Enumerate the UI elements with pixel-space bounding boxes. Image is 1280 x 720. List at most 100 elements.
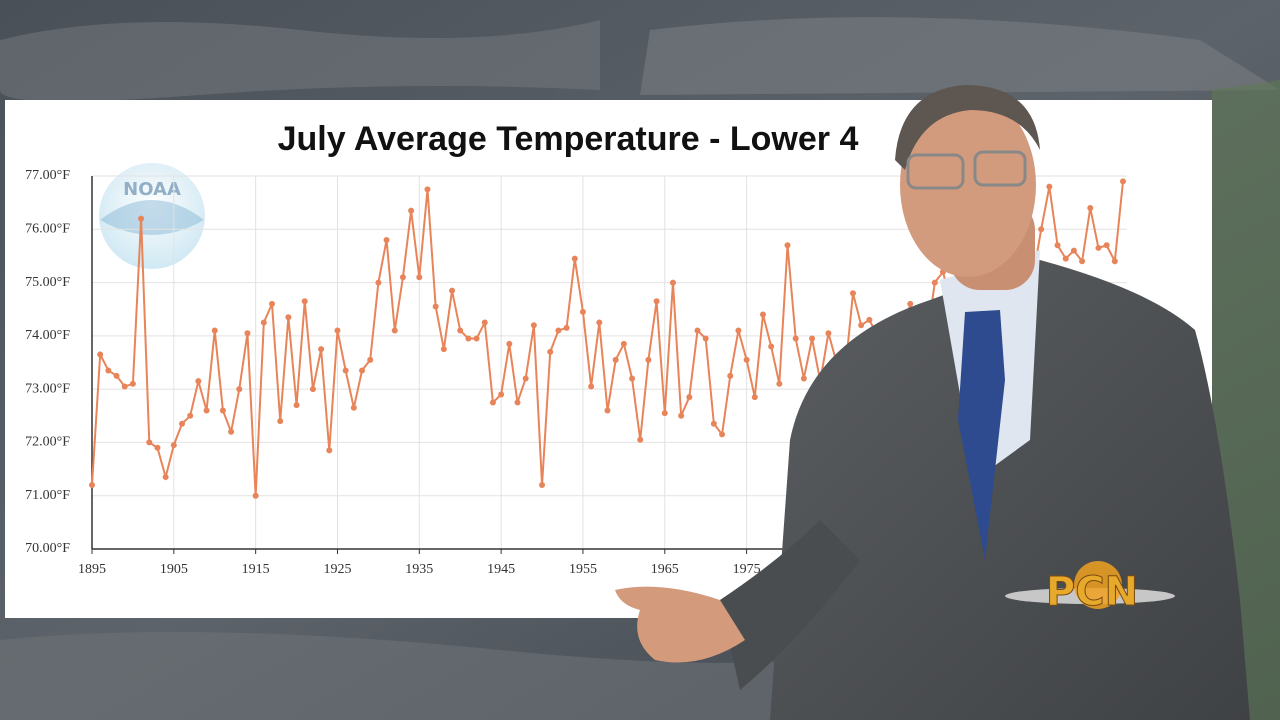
y-tick-label: 75.00°F — [25, 275, 70, 290]
data-point — [334, 327, 341, 334]
data-point — [399, 274, 406, 281]
logo-sun — [1074, 561, 1122, 609]
data-point — [825, 330, 832, 337]
data-point — [1070, 247, 1077, 254]
tie — [958, 310, 1005, 560]
data-point — [596, 319, 603, 326]
data-point — [1054, 242, 1061, 249]
data-point — [293, 402, 300, 409]
chart-title: July Average Temperature - Lower 4 — [278, 120, 859, 158]
data-point — [1103, 242, 1110, 249]
data-point — [432, 303, 439, 310]
data-point — [604, 407, 611, 414]
data-point — [359, 367, 366, 374]
x-tick-label: 1955 — [569, 562, 597, 577]
data-point — [326, 447, 333, 454]
data-point — [170, 442, 177, 449]
data-point — [751, 394, 758, 401]
map-shape — [640, 17, 1280, 96]
data-point — [571, 255, 578, 262]
data-point — [579, 308, 586, 315]
data-point — [710, 420, 717, 427]
data-point — [637, 436, 644, 443]
data-point — [858, 322, 865, 329]
data-point — [383, 236, 390, 243]
presenter — [615, 85, 1250, 720]
data-point — [1062, 255, 1069, 262]
logo-wave — [100, 200, 204, 235]
data-point — [252, 492, 259, 499]
x-tick-label: 1905 — [160, 562, 188, 577]
logo-circle — [99, 163, 205, 269]
data-point — [866, 316, 873, 323]
x-tick-label: 1915 — [242, 562, 270, 577]
data-point — [203, 407, 210, 414]
data-point — [792, 335, 799, 342]
data-point — [776, 380, 783, 387]
data-point — [588, 383, 595, 390]
data-point — [678, 412, 685, 419]
data-point — [1111, 258, 1118, 265]
data-point — [473, 335, 480, 342]
data-point — [555, 327, 562, 334]
data-point — [285, 314, 292, 321]
data-point — [620, 340, 627, 347]
data-point — [449, 287, 456, 294]
glasses — [906, 153, 965, 190]
data-point — [318, 346, 325, 353]
data-point — [236, 386, 243, 393]
data-point — [719, 431, 726, 438]
data-point — [391, 327, 398, 334]
data-point — [784, 242, 791, 249]
data-point — [661, 410, 668, 417]
data-point — [481, 319, 488, 326]
data-point — [146, 439, 153, 446]
data-point — [768, 343, 775, 350]
x-tick-label: 1935 — [405, 562, 433, 577]
broadcaster-logo: PCN — [1005, 561, 1175, 616]
data-point — [154, 444, 161, 451]
data-point — [1079, 258, 1086, 265]
data-point — [465, 335, 472, 342]
data-point — [514, 399, 521, 406]
x-tick-label: 1965 — [651, 562, 679, 577]
data-point — [408, 207, 415, 214]
data-point — [138, 215, 145, 222]
data-point — [645, 356, 652, 363]
data-point — [211, 327, 218, 334]
y-tick-label: 70.00°F — [25, 541, 70, 556]
data-point — [522, 375, 529, 382]
data-point — [669, 279, 676, 286]
data-point — [612, 356, 619, 363]
face — [900, 93, 1036, 277]
x-tick-label: 1925 — [323, 562, 351, 577]
data-point — [440, 346, 447, 353]
y-tick-label: 73.00°F — [25, 381, 70, 396]
data-point — [1046, 183, 1053, 190]
map-shape — [0, 20, 600, 102]
y-tick-label: 74.00°F — [25, 328, 70, 343]
data-point — [1038, 226, 1045, 233]
data-point — [416, 274, 423, 281]
data-point — [244, 330, 251, 337]
agency-logo: NOAA — [99, 163, 205, 269]
logo-text: PCN — [1046, 569, 1138, 615]
data-point — [113, 372, 120, 379]
data-point — [849, 290, 856, 297]
data-point — [121, 383, 128, 390]
data-point — [309, 386, 316, 393]
data-point — [539, 482, 546, 489]
arm — [720, 520, 860, 690]
data-point — [629, 375, 636, 382]
y-tick-label: 72.00°F — [25, 435, 70, 450]
data-point — [498, 391, 505, 398]
data-point — [89, 482, 95, 489]
logo-text: NOAA — [123, 179, 181, 200]
data-point — [1087, 204, 1094, 211]
data-point — [489, 399, 496, 406]
data-point — [653, 298, 660, 305]
data-point — [727, 372, 734, 379]
data-point — [907, 300, 914, 307]
